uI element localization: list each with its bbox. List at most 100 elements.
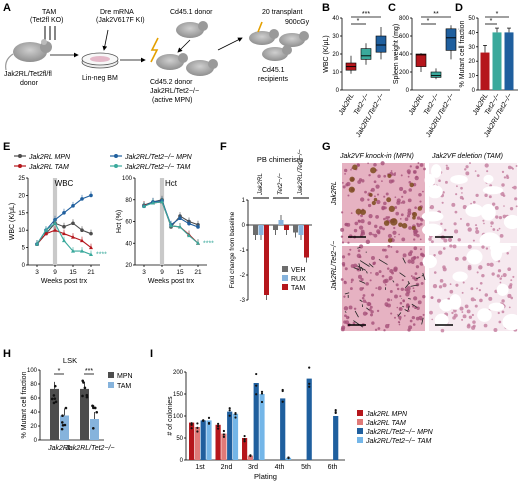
histology-cell [443,228,447,232]
data-point [89,252,93,257]
histology-cell [381,180,383,183]
y-tick-label: 10 [468,74,475,80]
histology-cell [466,324,471,329]
data-point [151,200,155,205]
panel-letter-e: E [3,141,10,153]
histology-cell [364,190,367,194]
x-tick-label: 9 [53,269,57,276]
histology-cell [466,309,471,314]
y-tick-label: 15 [18,211,25,217]
histology-cell [387,216,391,219]
data-point [228,414,231,417]
histology-cell [400,202,403,204]
histology-cell [371,321,375,325]
data-point [308,385,311,388]
bar [253,383,259,460]
data-point [260,390,264,393]
histology-cell [396,313,399,316]
y-tick-label: 80 [30,382,37,388]
bar [504,32,514,90]
significance-label: **** [203,240,214,247]
bar [273,225,278,230]
histology-cell [474,299,477,301]
histology-cell [401,200,406,204]
histology-cell [498,216,503,220]
data-point [50,397,54,401]
histology-cell [360,214,363,218]
histology-cell [472,324,476,328]
box [415,53,427,67]
cd45-1-donor-mouse-icon [176,21,208,38]
brown-stain [417,206,423,211]
sig-label: * [427,18,430,25]
brown-stain [412,212,418,218]
y-tick-label: 30 [332,34,339,40]
histology-cell [402,190,407,194]
legend-swatch [357,428,363,434]
data-point [44,231,48,236]
histology-cell [408,188,412,192]
histology-cell [350,212,353,214]
histology-cell [367,203,372,208]
adipocyte [422,255,437,269]
reticulin-fiber [359,268,362,272]
histology-cell [417,162,420,165]
histology-cell [415,307,417,309]
histology-cell [515,165,518,167]
reticulin-fiber [397,312,402,317]
histology-cell [369,313,374,317]
histology-cell [476,271,479,274]
histology-cell [431,318,434,321]
histology-cell [472,320,476,324]
histology-cell [407,328,411,332]
data-point [71,234,75,239]
histology-cell [396,200,401,205]
bar [90,419,99,440]
histology-cell [346,222,351,227]
data-point [260,400,264,404]
y-axis-label: Hct (%) [116,210,123,233]
histology-cell [407,252,413,257]
histology-cell [374,195,376,198]
histology-cell [445,164,448,167]
bar [80,388,89,440]
tam-label: TAM [42,9,56,16]
histology-cell [413,171,417,174]
g-title-right: Jak2VF deletion (TAM) [431,153,503,160]
histology-cell [382,227,385,231]
histology-cell [395,283,399,287]
histology-tile [342,246,425,331]
adipocyte [427,185,443,199]
histology-cell [422,190,424,193]
data-point [190,427,193,430]
histology-cell [349,248,352,251]
legend-e: Jak2RL MPN Jak2RL TAM Jak2RL/Tet2−/− MPN Ja… [14,154,193,171]
histology-cell [377,231,381,235]
histology-cell [415,265,420,269]
recipients-label-2: recipients [258,76,288,83]
histology-cell [442,191,445,194]
brown-stain [409,182,415,188]
histology-cell [475,227,479,230]
histology-cell [490,225,493,228]
data-point [62,238,66,243]
adipocyte [482,186,504,195]
histology-cell [392,230,397,235]
histology-cell [399,186,404,191]
histology-cell [407,211,412,216]
data-point [234,416,237,419]
sig-label: * [496,11,499,18]
histology-cell [509,207,514,211]
histology-cell [456,185,458,188]
box [375,35,387,53]
recipients-label-1: Cd45.1 [262,67,285,74]
y-tick-label: 1 [242,198,246,204]
adipocyte [490,244,503,261]
reticulin-fiber [422,272,426,281]
legend-label: Jak2RL TAM [28,164,69,171]
reticulin-fiber [407,305,410,310]
reticulin-fiber [416,276,421,280]
histology-cell [393,226,396,230]
irradiation-icon [150,37,159,63]
